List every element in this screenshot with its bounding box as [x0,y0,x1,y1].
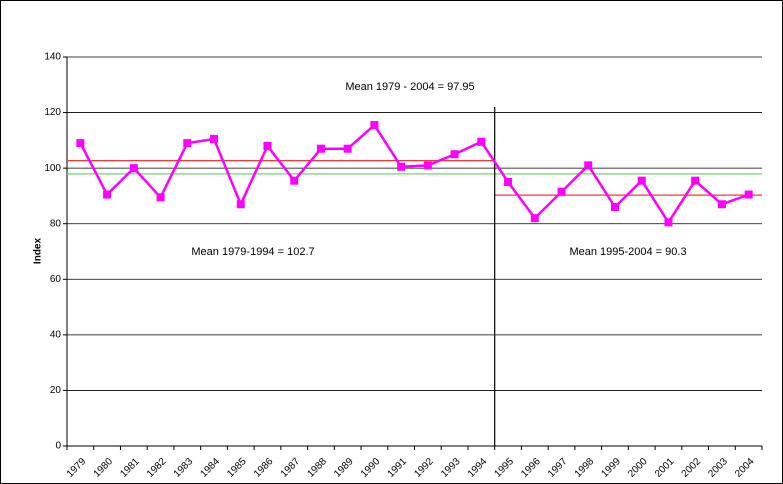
point-marker [397,162,406,171]
point-marker [290,176,299,185]
y-tick-label: 40 [50,329,62,340]
annotation: Mean 1995-2004 = 90.3 [569,246,686,258]
point-marker [423,161,432,170]
y-tick-label: 120 [44,107,61,118]
point-marker [450,150,459,159]
point-marker [236,200,245,209]
point-marker [691,176,700,185]
y-tick-label: 100 [44,163,61,174]
point-marker [504,178,513,187]
y-tick-label: 80 [50,218,62,229]
point-marker [156,193,165,202]
y-tick-label: 20 [50,385,62,396]
point-marker [610,203,619,212]
point-marker [717,200,726,209]
point-marker [477,137,486,146]
point-marker [370,121,379,130]
point-marker [584,161,593,170]
y-tick-label: 60 [50,274,62,285]
y-tick-label: 140 [44,52,61,63]
point-marker [664,218,673,227]
point-marker [210,134,219,143]
y-axis-label: Index [33,238,44,265]
point-marker [183,139,192,148]
point-marker [263,141,272,150]
point-marker [129,164,138,173]
y-tick-label: 0 [55,441,61,452]
point-marker [744,190,753,199]
point-marker [103,190,112,199]
series-line [79,123,750,225]
point-marker [530,214,539,223]
point-marker [637,176,646,185]
point-marker [316,144,325,153]
point-marker [343,144,352,153]
annotation: Mean 1979 - 2004 = 97.95 [345,81,474,93]
point-marker [557,187,566,196]
point-marker [76,139,85,148]
annotation: Mean 1979-1994 = 102.7 [191,246,314,258]
